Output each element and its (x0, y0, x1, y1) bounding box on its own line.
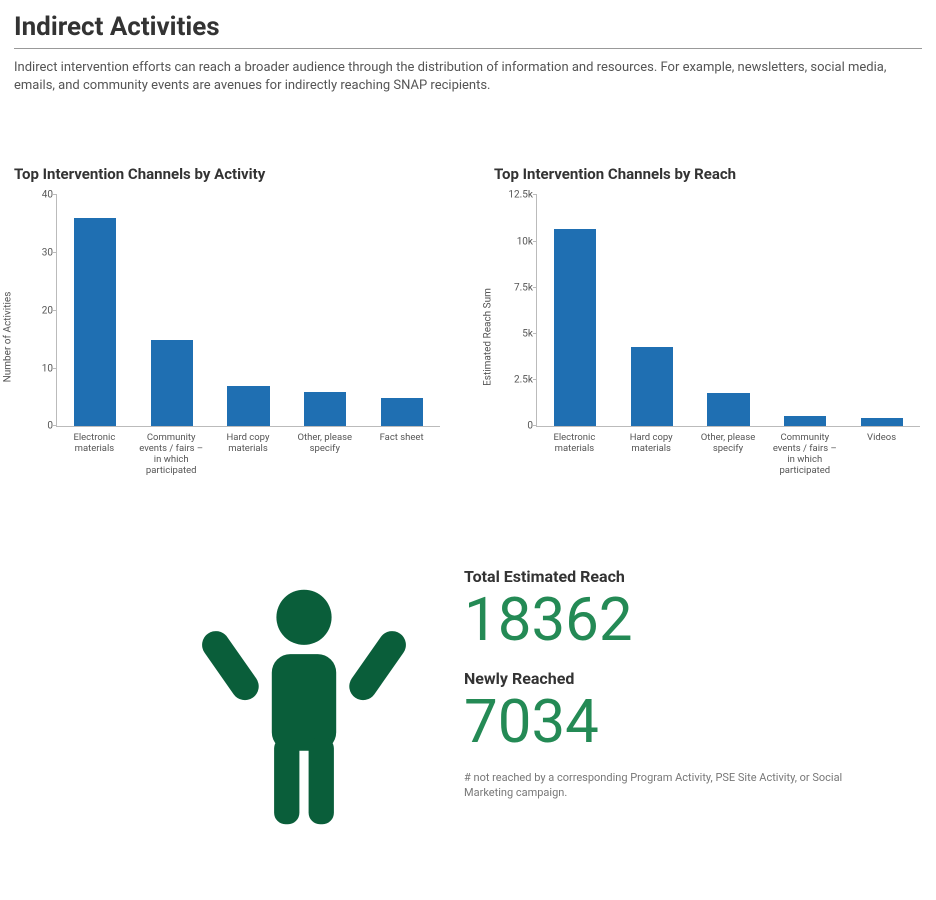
chart-activity-ytick: 10 (23, 363, 53, 374)
chart-activity-bar (74, 218, 116, 426)
chart-reach-ytick: 0 (503, 421, 533, 432)
chart-activity-bar (227, 386, 269, 426)
chart-reach-xcat: Other, please specify (690, 429, 767, 487)
stats-row: Total Estimated Reach 18362 Newly Reache… (14, 567, 922, 847)
chart-activity-xcat: Hard copy materials (210, 429, 287, 487)
chart-activity-ytick: 40 (23, 190, 53, 201)
chart-reach-xcat: Community events / fairs – in which part… (766, 429, 843, 487)
chart-activity-title: Top Intervention Channels by Activity (14, 165, 444, 183)
chart-reach-bar (554, 229, 596, 427)
chart-activity-xcat: Community events / fairs – in which part… (133, 429, 210, 487)
intro-text: Indirect intervention efforts can reach … (14, 59, 922, 95)
chart-reach: Top Intervention Channels by Reach Estim… (494, 165, 924, 487)
chart-activity-bar (304, 392, 346, 427)
chart-activity-bar (151, 340, 193, 427)
chart-reach-ytick: 10k (503, 236, 533, 247)
total-reach-value: 18362 (464, 588, 922, 651)
charts-row: Top Intervention Channels by Activity Nu… (14, 165, 922, 487)
chart-reach-xcat: Hard copy materials (613, 429, 690, 487)
chart-reach-ylabel: Estimated Reach Sum (483, 288, 494, 386)
chart-reach-plot: 02.5k5k7.5k10k12.5k (536, 195, 920, 427)
chart-reach-bar (707, 393, 749, 426)
chart-activity-xcat: Fact sheet (363, 429, 440, 487)
chart-reach-bar (784, 416, 826, 426)
chart-activity-ytick: 20 (23, 305, 53, 316)
chart-reach-ytick: 7.5k (503, 282, 533, 293)
chart-reach-xcat: Videos (843, 429, 920, 487)
chart-activity-ytick: 30 (23, 248, 53, 259)
stats-footnote: # not reached by a corresponding Program… (464, 771, 884, 800)
chart-reach-xcats: Electronic materialsHard copy materialsO… (536, 429, 920, 487)
chart-reach-ytick: 12.5k (503, 190, 533, 201)
chart-activity-bar (381, 398, 423, 427)
chart-reach-ytick: 2.5k (503, 375, 533, 386)
stats-column: Total Estimated Reach 18362 Newly Reache… (464, 567, 922, 847)
chart-reach-bar (861, 418, 903, 426)
chart-reach-frame: Estimated Reach Sum 02.5k5k7.5k10k12.5k … (494, 187, 924, 487)
chart-activity-xcat: Electronic materials (56, 429, 133, 487)
chart-reach-xcat: Electronic materials (536, 429, 613, 487)
newly-reached-value: 7034 (464, 690, 922, 753)
chart-activity: Top Intervention Channels by Activity Nu… (14, 165, 444, 487)
person-icon (174, 567, 434, 847)
chart-activity-plot: 010203040 (56, 195, 440, 427)
chart-activity-ylabel: Number of Activities (3, 292, 14, 383)
chart-reach-bar (631, 347, 673, 426)
chart-activity-frame: Number of Activities 010203040 Electroni… (14, 187, 444, 487)
chart-activity-ytick: 0 (23, 421, 53, 432)
chart-activity-xcats: Electronic materialsCommunity events / f… (56, 429, 440, 487)
page-title: Indirect Activities (14, 12, 922, 49)
chart-reach-title: Top Intervention Channels by Reach (494, 165, 924, 183)
chart-reach-ytick: 5k (503, 328, 533, 339)
chart-activity-xcat: Other, please specify (286, 429, 363, 487)
